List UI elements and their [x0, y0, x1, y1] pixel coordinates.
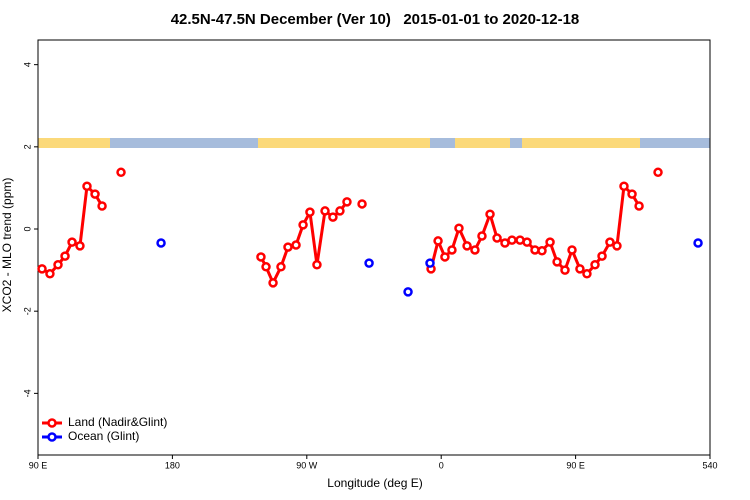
plot-frame — [37, 39, 711, 456]
y-tick-label: -2 — [22, 307, 32, 315]
data-point — [462, 241, 472, 251]
series-line — [41, 183, 104, 276]
data-point — [298, 220, 308, 230]
data-point — [560, 265, 570, 275]
y-tick-label: 4 — [22, 62, 32, 67]
data-point — [276, 262, 286, 272]
data-point — [67, 237, 77, 247]
data-point — [582, 269, 592, 279]
data-point — [545, 237, 555, 247]
data-point — [477, 231, 487, 241]
data-point — [470, 245, 480, 255]
data-point — [627, 189, 637, 199]
data-point — [440, 252, 450, 262]
x-tick-label: 180 — [165, 460, 180, 470]
data-point — [425, 258, 435, 268]
y-tick-label: 0 — [22, 227, 32, 232]
x-axis-label: Longitude (deg E) — [327, 476, 422, 490]
data-point — [75, 241, 85, 251]
data-point — [320, 206, 330, 216]
data-point — [156, 238, 166, 248]
data-point — [575, 264, 585, 274]
data-point — [634, 201, 644, 211]
data-point — [653, 167, 663, 178]
data-point — [447, 245, 457, 255]
data-point — [268, 278, 278, 288]
data-point — [590, 260, 600, 270]
legend-label: Land (Nadir&Glint) — [68, 415, 167, 429]
land-ocean-strip — [38, 138, 710, 148]
data-point — [537, 246, 547, 256]
data-point — [256, 252, 266, 262]
data-point — [328, 212, 338, 222]
y-axis-label: XCO2 - MLO trend (ppm) — [0, 178, 14, 313]
data-point — [261, 262, 271, 272]
data-point — [90, 189, 100, 199]
data-point — [357, 199, 367, 209]
data-point — [335, 206, 345, 216]
data-point — [605, 237, 615, 247]
x-tick-label: 540 — [702, 460, 717, 470]
y-tick-label: -4 — [22, 389, 32, 397]
data-point — [612, 241, 622, 251]
data-point — [60, 251, 70, 261]
data-point — [116, 167, 126, 178]
data-point — [485, 209, 495, 219]
data-point — [342, 197, 352, 207]
data-point — [403, 287, 413, 297]
chart-title: 42.5N-47.5N December (Ver 10) 2015-01-01… — [171, 11, 580, 28]
data-point — [454, 223, 464, 233]
data-point — [364, 258, 374, 268]
x-tick-label: 90 E — [566, 460, 585, 470]
x-tick-label: 90 E — [29, 460, 48, 470]
data-point — [567, 245, 577, 255]
y-tick-label: 2 — [22, 144, 32, 149]
data-point — [53, 260, 63, 270]
data-point — [312, 260, 322, 270]
data-point — [283, 242, 293, 252]
data-point — [507, 235, 517, 245]
data-point — [492, 233, 502, 243]
legend-marker — [47, 418, 57, 428]
data-point — [305, 207, 315, 217]
data-point — [597, 251, 607, 261]
data-point — [552, 257, 562, 267]
data-point — [291, 240, 301, 250]
legend-marker — [47, 432, 57, 442]
data-point — [45, 269, 55, 279]
data-point — [619, 181, 629, 192]
data-point — [693, 238, 703, 248]
legend: Land (Nadir&Glint)Ocean (Glint) — [42, 415, 167, 443]
x-tick-label: 0 — [439, 460, 444, 470]
legend-label: Ocean (Glint) — [68, 429, 139, 443]
data-point — [97, 201, 107, 211]
data-point — [522, 237, 532, 247]
x-tick-label: 90 W — [296, 460, 318, 470]
data-point — [82, 181, 92, 192]
data-point — [433, 236, 443, 246]
data-point — [37, 264, 47, 274]
